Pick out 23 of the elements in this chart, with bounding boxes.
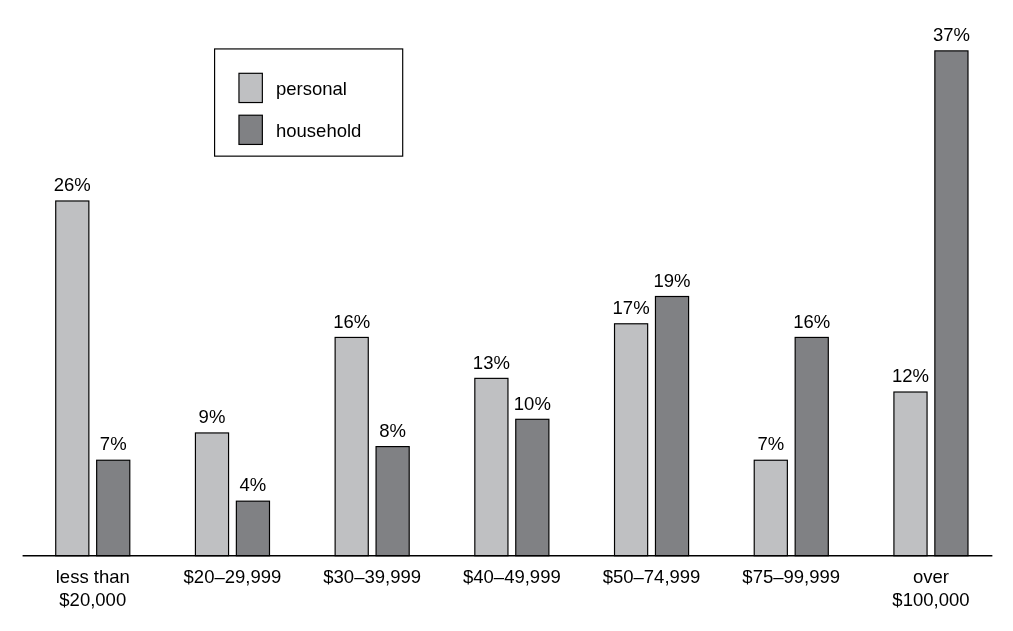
legend-label: personal	[276, 77, 347, 99]
data-label: 10%	[513, 392, 551, 414]
data-label: 26%	[53, 174, 91, 196]
x-tick-label: less than $20,000	[55, 566, 130, 611]
x-tick-label: $40–49,999	[462, 566, 561, 588]
x-tick-label: $50–74,999	[602, 566, 701, 588]
data-label: 7%	[757, 433, 785, 455]
legend-label: household	[276, 119, 362, 141]
x-tick-label: $20–29,999	[183, 566, 282, 588]
data-label: 16%	[333, 310, 371, 332]
data-label: 4%	[239, 474, 267, 496]
data-label: 37%	[932, 24, 970, 46]
data-label: 12%	[891, 365, 930, 387]
data-label: 19%	[653, 269, 691, 291]
data-label: 16%	[793, 310, 831, 332]
data-label: 7%	[99, 433, 127, 455]
data-label: 9%	[198, 406, 226, 428]
x-tick-label: over $100,000	[892, 566, 970, 611]
data-label: 13%	[472, 351, 510, 373]
x-tick-label: $30–39,999	[323, 566, 422, 588]
data-label: 17%	[612, 297, 650, 319]
x-tick-label: $75–99,999	[742, 566, 841, 588]
data-label: 8%	[379, 419, 406, 441]
